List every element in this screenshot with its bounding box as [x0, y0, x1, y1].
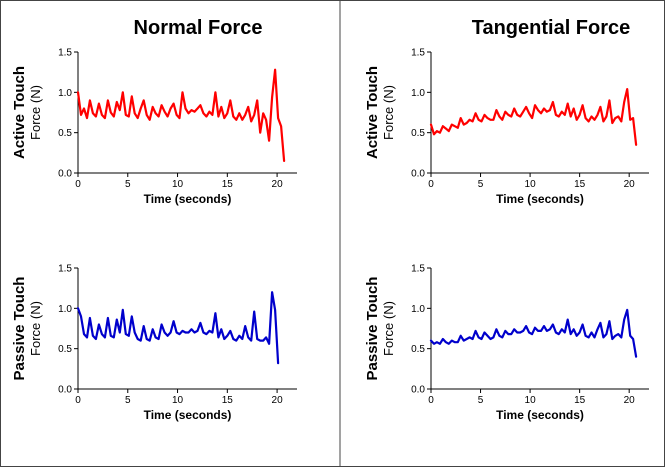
x-tick-label: 15: [222, 179, 234, 190]
y-tick-label: 1.0: [411, 88, 425, 99]
y-tick-label: 0.5: [411, 344, 425, 355]
x-tick-label: 10: [172, 179, 184, 190]
x-axis-label: Time (seconds): [144, 192, 232, 206]
y-tick-label: 1.0: [411, 304, 425, 315]
x-axis-label: Time (seconds): [496, 408, 584, 422]
y-tick-label: 1.0: [58, 304, 72, 315]
x-tick-label: 5: [125, 179, 131, 190]
x-tick-label: 0: [428, 179, 434, 190]
series-line: [76, 68, 286, 162]
panel-title: Active Touch: [11, 66, 28, 159]
y-tick-label: 0.5: [411, 128, 425, 139]
x-tick-label: 20: [272, 179, 284, 190]
x-tick-label: 0: [75, 179, 81, 190]
column-title-normal: Normal Force: [134, 17, 263, 39]
x-tick-label: 15: [222, 395, 234, 406]
x-tick-label: 5: [478, 395, 484, 406]
x-tick-label: 15: [574, 179, 586, 190]
x-tick-label: 0: [428, 395, 434, 406]
y-tick-label: 0.0: [411, 385, 425, 396]
y-tick-label: 1.5: [411, 48, 425, 59]
x-tick-label: 15: [574, 395, 586, 406]
y-tick-label: 1.5: [58, 48, 72, 59]
y-tick-label: 0.5: [58, 128, 72, 139]
y-tick-label: 1.0: [58, 88, 72, 99]
x-tick-label: 10: [525, 179, 537, 190]
y-axis-label: Force (N): [28, 301, 43, 356]
y-tick-label: 0.0: [411, 169, 425, 180]
x-tick-label: 10: [172, 395, 184, 406]
column-title-tangential: Tangential Force: [472, 17, 631, 39]
panel-title: Active Touch: [364, 66, 381, 159]
series-line: [429, 308, 638, 358]
y-axis-label: Force (N): [28, 85, 43, 140]
x-tick-label: 5: [478, 179, 484, 190]
x-tick-label: 20: [624, 395, 636, 406]
panel-title: Passive Touch: [11, 277, 28, 381]
y-tick-label: 0.0: [58, 385, 72, 396]
x-tick-label: 20: [624, 179, 636, 190]
y-tick-label: 0.5: [58, 344, 72, 355]
panel-title: Passive Touch: [364, 277, 381, 381]
series-line: [429, 87, 638, 146]
x-axis-label: Time (seconds): [496, 192, 584, 206]
y-tick-label: 0.0: [58, 169, 72, 180]
series-line: [76, 291, 280, 365]
x-tick-label: 10: [525, 395, 537, 406]
y-axis-label: Force (N): [381, 85, 396, 140]
x-tick-label: 0: [75, 395, 81, 406]
y-tick-label: 1.5: [411, 264, 425, 275]
y-axis-label: Force (N): [381, 301, 396, 356]
x-tick-label: 20: [272, 395, 284, 406]
y-tick-label: 1.5: [58, 264, 72, 275]
x-axis-label: Time (seconds): [144, 408, 232, 422]
x-tick-label: 5: [125, 395, 131, 406]
